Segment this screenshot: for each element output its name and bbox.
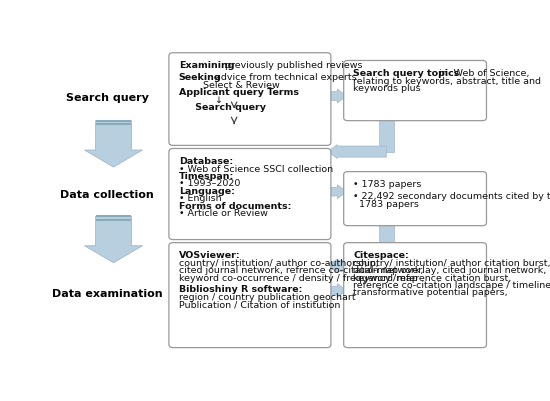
Text: 1783 papers: 1783 papers <box>354 200 419 209</box>
Text: advice from technical experts: advice from technical experts <box>212 73 356 82</box>
Text: keyword co-occurrence / density / frequency  map: keyword co-occurrence / density / freque… <box>179 273 417 283</box>
Text: Timespan:: Timespan: <box>179 172 234 181</box>
Text: Biblioshiny R software:: Biblioshiny R software: <box>179 286 302 294</box>
Text: country/ institution/ author co-authorship,: country/ institution/ author co-authorsh… <box>179 259 378 268</box>
Text: relating to keywords, abstract, title and: relating to keywords, abstract, title an… <box>354 77 542 85</box>
Text: • 22,492 secondary documents cited by these: • 22,492 secondary documents cited by th… <box>354 192 550 201</box>
Text: transformative potential papers,: transformative potential papers, <box>354 288 508 298</box>
FancyArrow shape <box>328 89 346 103</box>
Text: country/ institution/ author citation burst,: country/ institution/ author citation bu… <box>354 259 550 268</box>
Text: keyword/reference citation burst,: keyword/reference citation burst, <box>354 273 512 283</box>
Text: Applicant query Terms: Applicant query Terms <box>179 88 299 97</box>
Text: Forms of documents:: Forms of documents: <box>179 202 291 211</box>
Text: • English: • English <box>179 194 221 203</box>
Text: Data examination: Data examination <box>52 289 162 299</box>
FancyBboxPatch shape <box>169 53 331 146</box>
Text: cited journal network, refrence co-citation network,: cited journal network, refrence co-citat… <box>179 266 423 275</box>
FancyBboxPatch shape <box>169 148 331 239</box>
FancyArrow shape <box>85 121 142 167</box>
Text: VOSviewer:: VOSviewer: <box>179 251 240 260</box>
Text: Search query: Search query <box>179 103 266 112</box>
Text: • Article or Review: • Article or Review <box>179 209 268 218</box>
FancyArrow shape <box>85 217 142 263</box>
Text: Language:: Language: <box>179 187 235 196</box>
FancyArrow shape <box>378 223 394 266</box>
FancyArrow shape <box>328 284 346 298</box>
Text: previously published reviews: previously published reviews <box>222 61 362 71</box>
FancyArrow shape <box>328 185 346 198</box>
Text: keywords plus: keywords plus <box>354 84 421 93</box>
Text: in  Web of Science,: in Web of Science, <box>436 69 529 78</box>
Text: Citespace:: Citespace: <box>354 251 409 260</box>
Text: • 1783 papers: • 1783 papers <box>354 180 422 189</box>
Text: dual-map overlay, cited journal network,: dual-map overlay, cited journal network, <box>354 266 547 275</box>
Text: ↓: ↓ <box>179 95 223 105</box>
FancyArrow shape <box>328 145 386 158</box>
FancyBboxPatch shape <box>344 243 486 348</box>
FancyArrow shape <box>328 259 386 273</box>
Text: Search query: Search query <box>65 93 148 103</box>
Text: • 1993–2020: • 1993–2020 <box>179 179 240 188</box>
FancyBboxPatch shape <box>344 172 486 226</box>
Text: region / country publication geochart: region / country publication geochart <box>179 293 355 302</box>
Text: reference co-citation landscape / timeline map,: reference co-citation landscape / timeli… <box>354 281 550 290</box>
Text: Publication / Citation of institution: Publication / Citation of institution <box>179 300 340 309</box>
FancyBboxPatch shape <box>344 61 486 121</box>
Text: Database:: Database: <box>179 157 233 166</box>
Text: Data collection: Data collection <box>60 190 154 200</box>
FancyArrow shape <box>378 117 394 152</box>
Text: Examining: Examining <box>179 61 234 71</box>
Text: Select & Review: Select & Review <box>179 81 279 90</box>
Text: • Web of Science SSCI collection: • Web of Science SSCI collection <box>179 164 333 174</box>
Text: Seeking: Seeking <box>179 73 221 82</box>
FancyBboxPatch shape <box>169 243 331 348</box>
Text: Search query topics: Search query topics <box>354 69 460 78</box>
